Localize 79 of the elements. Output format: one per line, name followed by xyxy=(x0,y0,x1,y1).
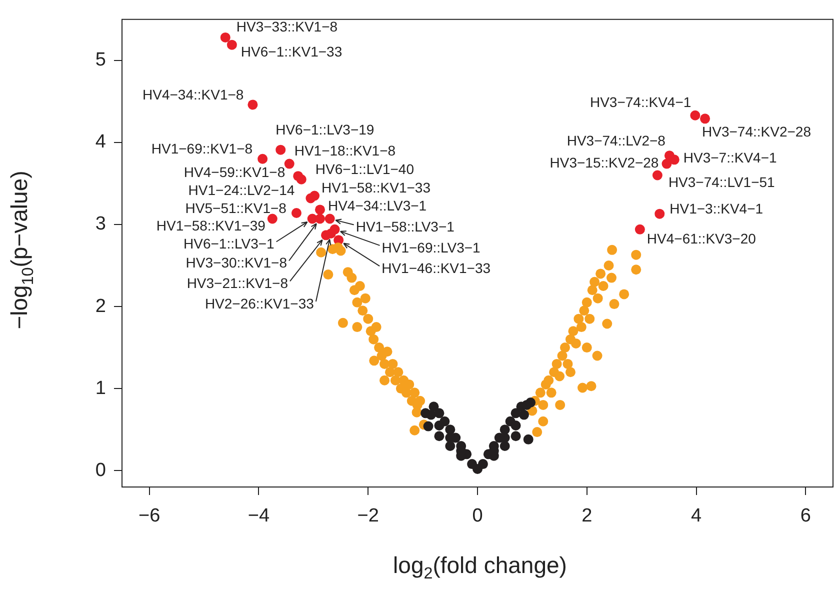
annotation: HV1−58::KV1−39 xyxy=(156,218,266,234)
point xyxy=(258,154,268,164)
annotation: HV6−1::LV3−19 xyxy=(276,122,374,138)
y-tick-label: 2 xyxy=(95,296,106,317)
point xyxy=(652,170,662,180)
point xyxy=(700,114,710,124)
point xyxy=(296,174,306,184)
point xyxy=(426,410,436,420)
point xyxy=(500,440,510,451)
annotation: HV3−33::KV1−8 xyxy=(236,18,338,34)
point xyxy=(434,420,444,430)
point xyxy=(510,431,521,442)
point xyxy=(220,32,230,42)
annotation: HV4−34::LV3−1 xyxy=(328,198,427,214)
point xyxy=(500,424,510,435)
annotation: HV5−51::KV1−8 xyxy=(185,200,287,216)
annotation: HV1−24::LV2−14 xyxy=(188,182,295,198)
x-tick-label: −4 xyxy=(248,506,270,527)
annotation: HV3−74::LV1−51 xyxy=(668,174,776,190)
annotation: HV3−7::KV4−1 xyxy=(683,150,778,166)
point xyxy=(518,410,529,420)
point xyxy=(330,224,340,234)
point xyxy=(267,214,278,224)
point xyxy=(284,158,294,169)
point xyxy=(634,224,645,234)
y-tick-label: 3 xyxy=(95,214,106,235)
annotation: HV1−69::LV3−1 xyxy=(382,239,481,256)
point xyxy=(445,440,456,451)
point xyxy=(314,204,325,215)
point xyxy=(428,402,439,412)
annotation: HV6−1::KV1−33 xyxy=(240,44,342,60)
annotation: HV4−61::KV3−20 xyxy=(646,230,756,246)
annotation: HV1−58::KV1−33 xyxy=(322,180,431,196)
y-tick-label: 5 xyxy=(95,50,106,71)
annotation: HV3−30::KV1−8 xyxy=(186,254,288,271)
x-tick-label: 4 xyxy=(690,506,702,527)
annotation: HV3−74::KV2−28 xyxy=(702,124,812,140)
annotation: HV6−1::LV1−40 xyxy=(315,161,414,178)
point xyxy=(523,434,534,444)
point xyxy=(690,110,700,120)
annotation: HV3−74::KV4−1 xyxy=(590,94,692,110)
point xyxy=(478,459,488,470)
x-tick-label: −2 xyxy=(357,506,379,527)
point xyxy=(248,100,258,110)
annotation: HV6−1::LV3−1 xyxy=(184,236,275,252)
point xyxy=(276,144,286,155)
point xyxy=(423,421,434,432)
x-tick-label: 6 xyxy=(800,506,811,527)
x-tick-label: 2 xyxy=(582,506,592,527)
x-tick-label: −6 xyxy=(138,506,160,527)
annotation: HV1−58::LV3−1 xyxy=(356,218,455,235)
point xyxy=(324,214,335,224)
annotation: HV1−46::KV1−33 xyxy=(382,260,491,276)
x-axis-title: log$_{2}$(fold change) xyxy=(392,552,568,584)
point xyxy=(314,214,325,224)
x-tick-label: 0 xyxy=(472,506,483,527)
annotation: HV4−34::KV1−8 xyxy=(142,86,244,103)
point xyxy=(669,154,680,165)
point xyxy=(310,190,320,201)
annotation: HV1−69::KV1−8 xyxy=(151,140,253,157)
point xyxy=(291,208,302,218)
point xyxy=(526,398,536,408)
annotation: HV1−18::KV1−8 xyxy=(294,142,396,159)
point xyxy=(434,431,444,442)
y-tick-label: 4 xyxy=(95,132,106,153)
annotation: HV1−3::KV4−1 xyxy=(670,200,764,217)
annotation: HV2−26::KV1−33 xyxy=(204,295,314,312)
annotation: HV3−21::KV1−8 xyxy=(186,275,288,292)
y-tick-label: 0 xyxy=(95,460,106,481)
y-tick-label: 1 xyxy=(95,378,106,399)
point xyxy=(662,158,672,169)
annotation: HV3−74::LV2−8 xyxy=(566,132,666,148)
point xyxy=(510,420,521,430)
annotation: HV4−59::KV1−8 xyxy=(184,164,286,180)
point xyxy=(654,208,665,219)
point xyxy=(445,424,456,435)
annotation: HV3−15::KV2−28 xyxy=(550,154,659,171)
point xyxy=(467,459,478,470)
point xyxy=(226,40,237,50)
